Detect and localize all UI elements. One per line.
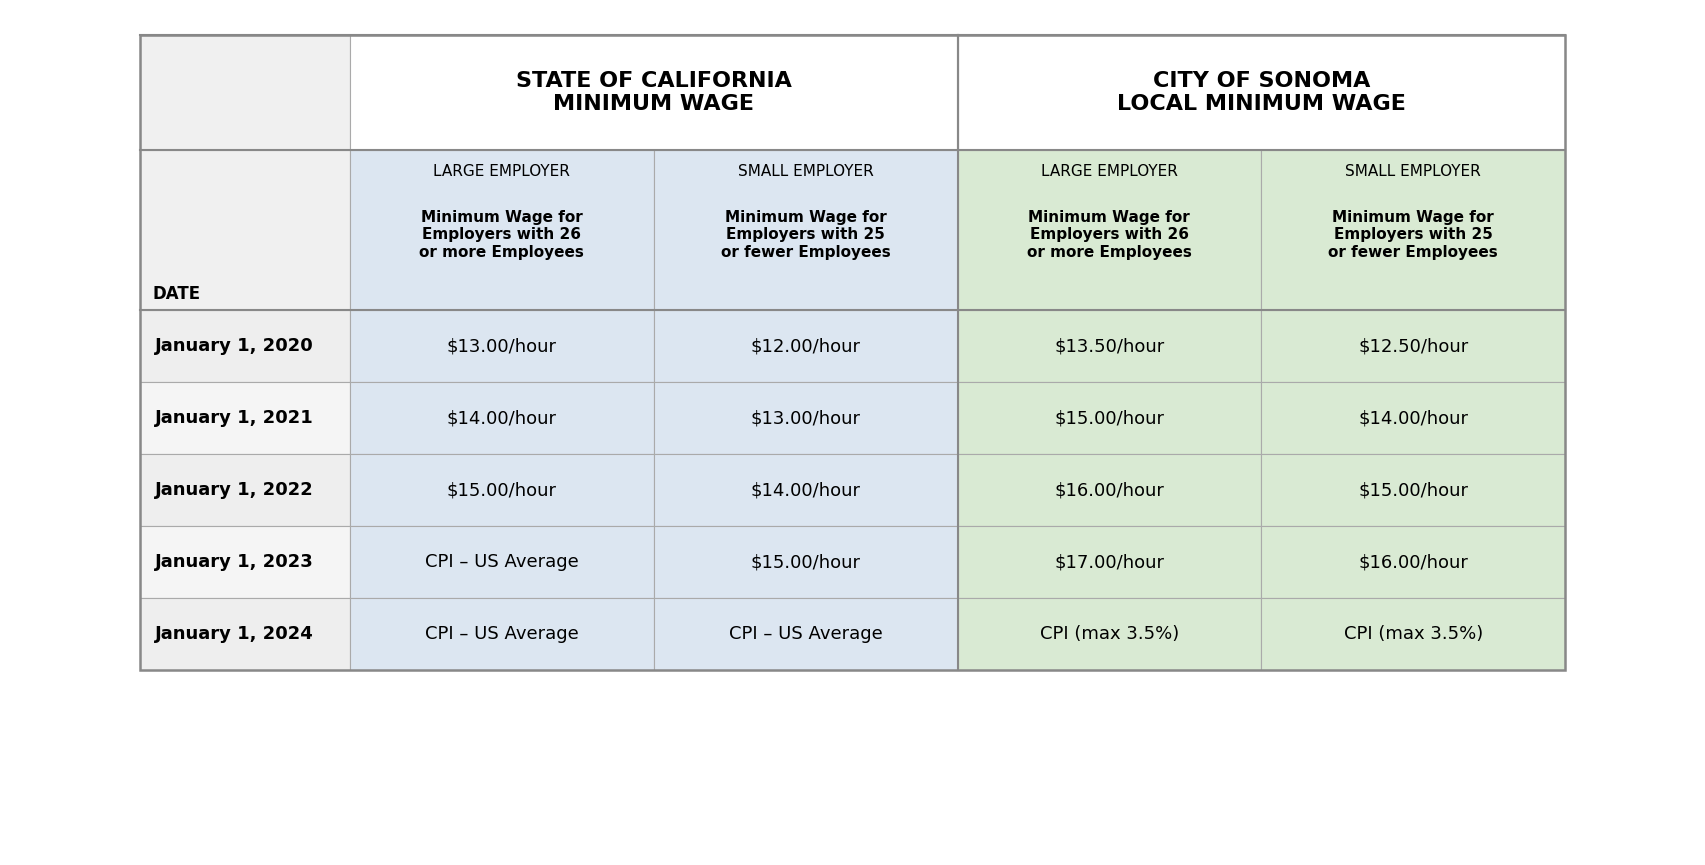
Text: January 1, 2024: January 1, 2024 [155, 625, 314, 643]
Bar [140, 454, 350, 526]
Text: SMALL EMPLOYER: SMALL EMPLOYER [1345, 164, 1482, 180]
Text: $17.00/hour: $17.00/hour [1054, 553, 1165, 571]
Text: $12.50/hour: $12.50/hour [1357, 337, 1468, 355]
Text: CPI – US Average: CPI – US Average [728, 625, 883, 643]
Bar [1262, 150, 1565, 310]
Bar [958, 310, 1262, 382]
Text: January 1, 2020: January 1, 2020 [155, 337, 314, 355]
Text: STATE OF CALIFORNIA
MINIMUM WAGE: STATE OF CALIFORNIA MINIMUM WAGE [517, 71, 791, 114]
Text: $16.00/hour: $16.00/hour [1359, 553, 1468, 571]
Bar [140, 310, 350, 382]
Text: CITY OF SONOMA
LOCAL MINIMUM WAGE: CITY OF SONOMA LOCAL MINIMUM WAGE [1117, 71, 1405, 114]
Text: $14.00/hour: $14.00/hour [1359, 409, 1468, 427]
Bar [958, 35, 1565, 150]
Text: $15.00/hour: $15.00/hour [750, 553, 861, 571]
Bar [140, 35, 1565, 670]
Bar [653, 382, 958, 454]
Bar [653, 598, 958, 670]
Bar [958, 526, 1262, 598]
Text: $15.00/hour: $15.00/hour [1359, 481, 1468, 499]
Text: LARGE EMPLOYER: LARGE EMPLOYER [1042, 164, 1178, 180]
Text: $13.50/hour: $13.50/hour [1054, 337, 1165, 355]
Text: $13.00/hour: $13.00/hour [447, 337, 558, 355]
Bar [350, 310, 653, 382]
Bar [350, 526, 653, 598]
Bar [653, 454, 958, 526]
Bar [653, 526, 958, 598]
Bar [1262, 454, 1565, 526]
Text: LARGE EMPLOYER: LARGE EMPLOYER [433, 164, 569, 180]
Bar [140, 598, 350, 670]
Text: $15.00/hour: $15.00/hour [447, 481, 558, 499]
Bar [350, 598, 653, 670]
Text: $14.00/hour: $14.00/hour [750, 481, 861, 499]
Text: $14.00/hour: $14.00/hour [447, 409, 558, 427]
Text: Minimum Wage for
Employers with 26
or more Employees: Minimum Wage for Employers with 26 or mo… [1026, 210, 1192, 260]
Text: CPI (max 3.5%): CPI (max 3.5%) [1344, 625, 1483, 643]
Bar [958, 382, 1262, 454]
Bar [350, 382, 653, 454]
Bar [958, 150, 1262, 310]
Bar [140, 150, 350, 310]
Text: SMALL EMPLOYER: SMALL EMPLOYER [738, 164, 873, 180]
Text: CPI (max 3.5%): CPI (max 3.5%) [1040, 625, 1178, 643]
Bar [1262, 382, 1565, 454]
Bar [1262, 598, 1565, 670]
Bar [653, 310, 958, 382]
Text: $16.00/hour: $16.00/hour [1054, 481, 1165, 499]
Bar [350, 454, 653, 526]
Text: January 1, 2021: January 1, 2021 [155, 409, 314, 427]
Text: CPI – US Average: CPI – US Average [425, 625, 578, 643]
Text: Minimum Wage for
Employers with 26
or more Employees: Minimum Wage for Employers with 26 or mo… [419, 210, 585, 260]
Text: Minimum Wage for
Employers with 25
or fewer Employees: Minimum Wage for Employers with 25 or fe… [721, 210, 890, 260]
Bar [140, 382, 350, 454]
Bar [140, 526, 350, 598]
Bar [958, 454, 1262, 526]
Text: January 1, 2022: January 1, 2022 [155, 481, 314, 499]
Bar [958, 598, 1262, 670]
Text: $15.00/hour: $15.00/hour [1054, 409, 1165, 427]
Bar [350, 150, 653, 310]
Bar [653, 150, 958, 310]
Bar [140, 35, 350, 150]
Text: DATE: DATE [152, 285, 199, 303]
Bar [1262, 310, 1565, 382]
Text: January 1, 2023: January 1, 2023 [155, 553, 314, 571]
Text: $12.00/hour: $12.00/hour [750, 337, 861, 355]
Bar [1262, 526, 1565, 598]
Text: Minimum Wage for
Employers with 25
or fewer Employees: Minimum Wage for Employers with 25 or fe… [1328, 210, 1499, 260]
Text: $13.00/hour: $13.00/hour [750, 409, 861, 427]
Text: CPI – US Average: CPI – US Average [425, 553, 578, 571]
Bar [350, 35, 958, 150]
